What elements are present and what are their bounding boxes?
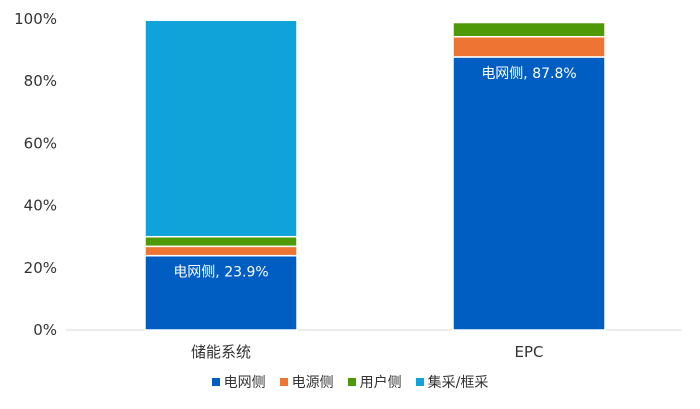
legend-label: 电网侧: [223, 375, 266, 391]
legend-item: 用户侧: [347, 372, 402, 392]
y-tick-label: 40%: [24, 197, 57, 215]
legend-swatch: [211, 378, 220, 386]
bar-segment: [452, 35, 606, 58]
y-tick-label: 60%: [24, 134, 57, 152]
bar-segment: [144, 245, 298, 257]
bar-segment: [144, 235, 298, 248]
y-tick-label: 100%: [14, 10, 57, 28]
bar-segment: [452, 20, 606, 24]
legend-item: 电网侧: [211, 372, 266, 392]
data-label: 电网侧, 23.9%: [173, 265, 268, 281]
y-tick-label: 20%: [24, 259, 57, 277]
y-tick-label: 80%: [24, 72, 57, 90]
legend-swatch: [347, 378, 356, 386]
legend: 电网侧 电源侧 用户侧 集采/框采: [0, 372, 700, 392]
stacked-bar-chart: 0%20%40%60%80%100% 储能系统 EPC 电网侧, 23.9%电网侧…: [14, 10, 682, 361]
bar-segment: [144, 254, 298, 331]
y-tick-label: 0%: [33, 321, 57, 339]
data-labels: 电网侧, 23.9% 电网侧, 87.8%: [173, 66, 576, 281]
bar-segment: [452, 21, 606, 38]
legend-label: 用户侧: [359, 375, 402, 391]
x-axis-categories: 储能系统 EPC: [191, 343, 544, 361]
x-category-label: 储能系统: [191, 343, 251, 361]
bars: [144, 19, 606, 331]
legend-item: 集采/框采: [415, 372, 489, 392]
legend-swatch: [279, 378, 288, 386]
legend-swatch: [415, 378, 424, 386]
bar-segment: [452, 56, 606, 331]
legend-label: 电源侧: [291, 375, 334, 391]
bar-segment: [144, 19, 298, 238]
legend-item: 电源侧: [279, 372, 334, 392]
legend-label: 集采/框采: [427, 375, 489, 391]
y-axis: 0% 20% 40% 60% 80% 100%: [14, 10, 57, 339]
x-category-label: EPC: [515, 343, 544, 361]
data-label: 电网侧, 87.8%: [481, 66, 576, 82]
